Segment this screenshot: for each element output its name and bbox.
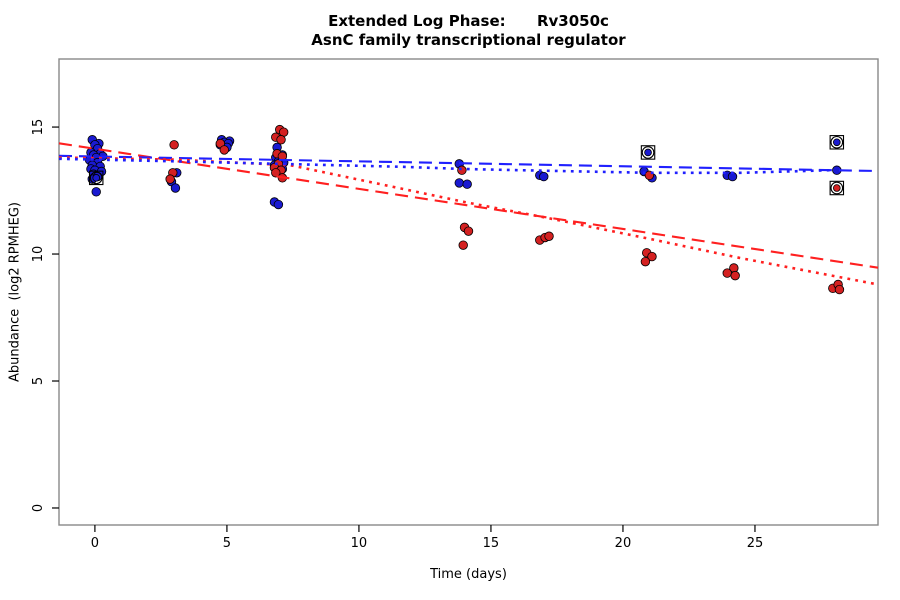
blue-condition-flagged-point [644,148,652,157]
x-tick-label: 10 [351,536,368,551]
red-condition-point [647,251,657,262]
outlier-circle-marker [641,146,655,159]
red-condition-point [458,240,468,250]
red-condition-point [834,284,845,295]
red-condition-point [722,268,732,278]
red-condition-point [276,135,286,145]
outlier-circle-marker [89,171,103,185]
red-linear-fit-line [58,142,879,269]
outlier-circle-marker [830,135,844,149]
y-axis-label: Abundance (log2 RPMHEG) [7,201,23,383]
red-condition-point [271,168,281,178]
blue-condition-point [91,187,101,197]
outlier-square-marker [829,135,845,150]
chart-title: Extended Log Phase: Rv3050c AsnC family … [37,12,900,50]
x-axis-label: Time (days) [430,567,507,582]
red-nonlinear-fit-line [58,156,879,286]
x-tick-label: 5 [223,536,231,551]
red-condition-point [640,256,651,267]
x-tick-label: 0 [91,536,99,551]
blue-condition-point [462,179,472,189]
outlier-square-marker [640,145,656,160]
red-condition-point [730,270,740,281]
y-tick-label: 10 [31,246,46,263]
x-tick-label: 15 [483,536,500,551]
blue-condition-point [539,171,549,182]
chart-title-line2: AsnC family transcriptional regulator [311,31,626,49]
blue-condition-point [273,199,284,210]
y-tick-label: 0 [31,504,46,512]
y-tick-label: 15 [31,119,46,136]
chart-title-line1: Extended Log Phase: Rv3050c [328,12,609,30]
blue-condition-flagged-point [833,138,841,147]
blue-condition-point [454,178,464,188]
blue-linear-fit-line [58,154,879,173]
red-condition-point [219,145,229,155]
x-tick-label: 25 [747,536,764,551]
red-condition-point [165,174,175,184]
x-tick-label: 20 [615,536,632,551]
outlier-square-marker [88,170,104,186]
red-condition-point [169,140,179,150]
outlier-square-marker [829,180,845,196]
red-condition-point [463,226,474,236]
red-condition-point [457,165,467,175]
blue-condition-flagged-point [92,174,101,182]
red-condition-point [544,231,554,241]
blue-condition-point [170,183,181,193]
y-tick-label: 5 [31,377,46,385]
red-condition-flagged-point [833,184,841,192]
outlier-circle-marker [830,181,844,195]
plot-frame [58,58,879,526]
